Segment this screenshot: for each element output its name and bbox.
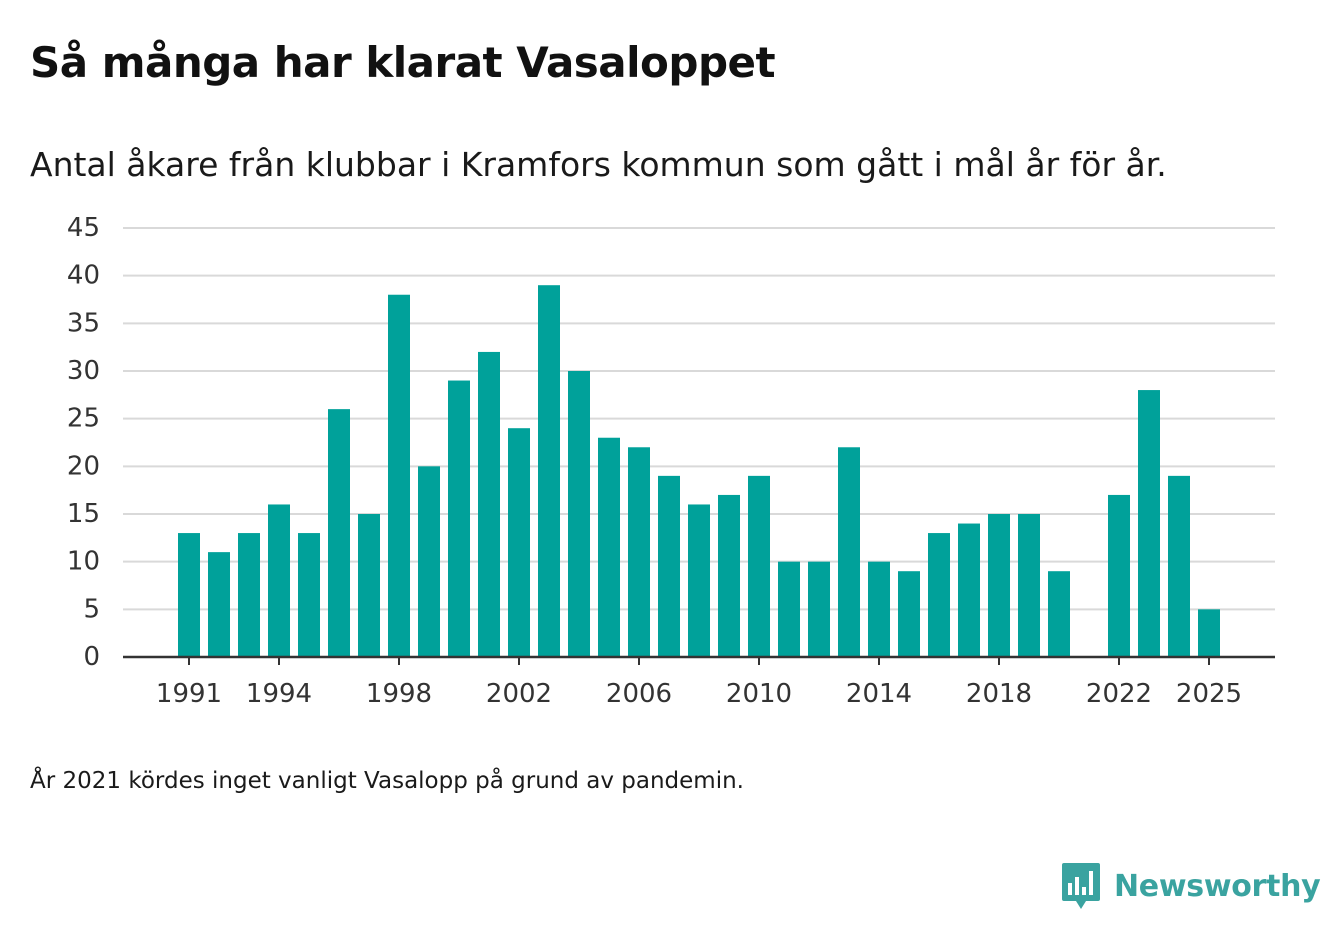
bar-2006: [628, 447, 650, 657]
y-tick-label: 45: [67, 213, 100, 243]
brand-name: Newsworthy: [1114, 868, 1321, 904]
y-tick-label: 30: [67, 356, 100, 386]
x-tick-label: 2018: [966, 679, 1032, 709]
bar-2023: [1138, 390, 1160, 657]
bar-2001: [478, 351, 500, 657]
x-tick-label: 2025: [1176, 679, 1242, 709]
bar-1999: [418, 466, 440, 657]
bar-2002: [508, 428, 530, 657]
y-axis-ticks: 0 5 10 15 20 25 30 35 40 45: [67, 213, 100, 672]
bar-1991: [178, 533, 200, 657]
y-tick-label: 5: [83, 594, 100, 624]
bar-2022: [1108, 494, 1130, 657]
bar-2007: [658, 475, 680, 657]
bar-2020: [1048, 571, 1070, 657]
bar-1994: [268, 504, 290, 657]
bar-2000: [448, 380, 470, 657]
y-tick-label: 10: [67, 547, 100, 577]
bar-2010: [748, 475, 770, 657]
bar-2024: [1168, 475, 1190, 657]
bar-2008: [688, 504, 710, 657]
y-tick-label: 15: [67, 499, 100, 529]
bar-1992: [208, 552, 230, 657]
brand-logo: Newsworthy: [1060, 860, 1321, 912]
bar-1993: [238, 533, 260, 657]
x-tick-label: 1994: [246, 679, 312, 709]
footnote: År 2021 kördes inget vanligt Vasalopp på…: [30, 768, 744, 794]
bar-chart-speech-bubble-icon: [1062, 863, 1100, 909]
bar-2016: [928, 533, 950, 657]
bar-2025: [1198, 609, 1220, 657]
bar-1997: [358, 514, 380, 657]
bar-2004: [568, 371, 590, 657]
y-tick-label: 40: [67, 261, 100, 291]
bars: [178, 285, 1220, 657]
bar-2009: [718, 494, 740, 657]
bar-2003: [538, 285, 560, 657]
chart-title: Så många har klarat Vasaloppet: [30, 38, 776, 87]
x-tick-label: 2022: [1086, 679, 1152, 709]
bar-2017: [958, 523, 980, 657]
x-tick-label: 2014: [846, 679, 912, 709]
x-tick-label: 2010: [726, 679, 792, 709]
x-tick-label: 1998: [366, 679, 432, 709]
bar-1996: [328, 409, 350, 657]
bar-1998: [388, 294, 410, 657]
bar-2015: [898, 571, 920, 657]
x-tick-label: 2006: [606, 679, 672, 709]
x-axis-ticks: 1991 1994 1998 2002 2006 2010 2014 2018 2022 2025: [156, 657, 1242, 709]
bar-2011: [778, 561, 800, 657]
bar-2013: [838, 447, 860, 657]
y-tick-label: 35: [67, 308, 100, 338]
x-tick-label: 2002: [486, 679, 552, 709]
y-tick-label: 25: [67, 404, 100, 434]
x-tick-label: 1991: [156, 679, 222, 709]
bar-2018: [988, 514, 1010, 657]
bar-2012: [808, 561, 830, 657]
chart-subtitle: Antal åkare från klubbar i Kramfors komm…: [30, 145, 1167, 184]
bar-2014: [868, 561, 890, 657]
y-tick-label: 0: [83, 642, 100, 672]
bar-2005: [598, 437, 620, 657]
bar-1995: [298, 533, 320, 657]
y-tick-label: 20: [67, 451, 100, 481]
bar-2019: [1018, 514, 1040, 657]
